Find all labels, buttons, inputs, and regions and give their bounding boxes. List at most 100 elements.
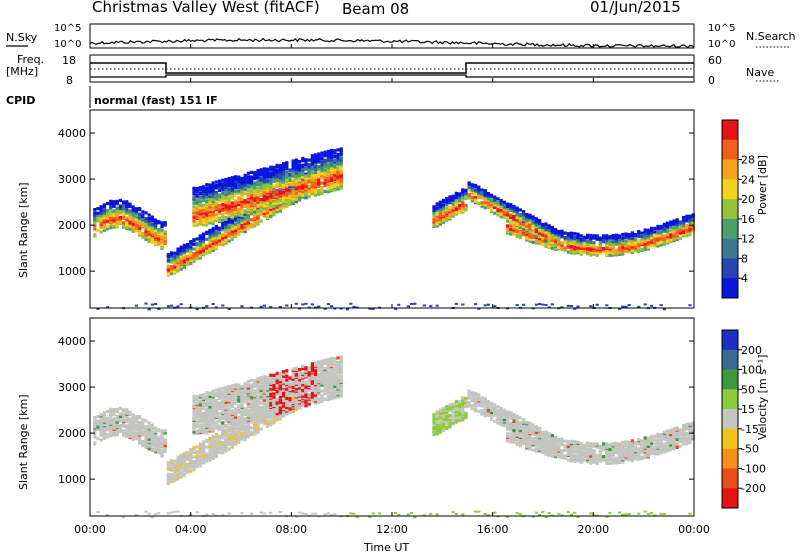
power-cell (243, 179, 247, 183)
velocity-cell (102, 436, 106, 440)
power-cell (218, 188, 222, 192)
power-cell (198, 252, 202, 256)
power-cell (528, 220, 532, 224)
velocity-cell (259, 415, 263, 419)
power-cell (512, 204, 516, 209)
power-cell (282, 162, 286, 166)
power-cell (234, 193, 238, 197)
velocity-cell (176, 457, 180, 461)
power-cell (534, 217, 538, 221)
velocity-cell (218, 426, 222, 430)
power-cell (451, 208, 455, 212)
power-cell (93, 208, 97, 212)
power-cell (474, 193, 478, 197)
velocity-cell (221, 386, 225, 390)
velocity-cell (202, 445, 206, 449)
power-cell (160, 221, 164, 225)
power-cell (333, 160, 337, 164)
velocity-cell (278, 395, 282, 399)
power-cell (125, 216, 129, 220)
power-cell (544, 225, 548, 230)
velocity-cell (253, 382, 257, 386)
velocity-cell (189, 459, 193, 463)
velocity-cell (227, 385, 231, 389)
power-cell (570, 239, 574, 243)
power-cell (246, 192, 250, 196)
power-cell (582, 235, 586, 239)
power-cell (570, 250, 574, 254)
station-title: Christmas Valley West (fitACF) (92, 0, 320, 16)
power-cell (589, 240, 593, 245)
velocity-cell (157, 448, 161, 452)
power-cell (278, 181, 282, 185)
velocity-cell (230, 437, 234, 441)
velocity-cell (150, 447, 154, 451)
power-cell (230, 231, 234, 235)
power-cell (643, 303, 647, 306)
power-cell (291, 166, 295, 170)
power-cell (195, 198, 199, 202)
power-cell (637, 230, 641, 234)
velocity-cell (285, 374, 289, 379)
power-cell (573, 235, 577, 239)
velocity-cell (266, 387, 270, 391)
power-cell (557, 230, 561, 234)
velocity-cell (218, 443, 222, 447)
power-cell (531, 223, 535, 227)
velocity-cell (102, 417, 106, 421)
power-cell (189, 249, 193, 253)
power-cell (310, 154, 314, 158)
power-cell (291, 192, 295, 196)
power-cell (688, 227, 692, 231)
power-cell (218, 226, 222, 230)
velocity-cell (218, 396, 222, 400)
power-cell (573, 249, 577, 253)
power-cell (336, 148, 340, 152)
power-cell (208, 194, 212, 199)
power-cell (624, 232, 628, 236)
power-cell (256, 186, 260, 190)
power-cell (339, 307, 343, 310)
power-cell (512, 211, 516, 215)
velocity-cell (256, 397, 260, 401)
power-cell (320, 191, 324, 195)
power-cell (198, 256, 202, 260)
power-cell (509, 203, 513, 207)
power-cell (576, 232, 580, 236)
velocity-cell (237, 397, 241, 401)
power-cell (477, 190, 481, 194)
power-cell (304, 180, 308, 184)
velocity-cell (230, 416, 234, 420)
power-cell (256, 209, 260, 213)
power-cell (480, 196, 484, 200)
power-cell (218, 203, 222, 207)
power-cell (278, 306, 282, 308)
power-cell (230, 188, 234, 192)
velocity-cell (208, 436, 212, 440)
power-cell (298, 176, 302, 180)
power-cell (176, 255, 180, 259)
velocity-cell (179, 462, 183, 466)
power-cell (237, 200, 241, 204)
power-cell (618, 248, 622, 252)
power-cell (566, 232, 570, 236)
power-cell (224, 196, 228, 200)
power-cell (659, 241, 663, 245)
power-cell (538, 218, 542, 223)
power-cell (221, 228, 225, 232)
power-cell (240, 189, 244, 193)
power-cell (563, 248, 567, 252)
power-cell (310, 156, 314, 160)
velocity-cell (240, 431, 244, 436)
power-panel-frame (89, 109, 695, 309)
velocity-cell (291, 396, 295, 400)
velocity-cell (192, 455, 196, 459)
power-cell (131, 226, 135, 230)
power-cell (496, 200, 500, 204)
power-cell (205, 305, 209, 308)
power-cell (480, 204, 484, 208)
power-cell (122, 205, 126, 209)
power-cell (259, 207, 263, 211)
velocity-cell (288, 397, 292, 401)
velocity-cell (202, 413, 206, 418)
